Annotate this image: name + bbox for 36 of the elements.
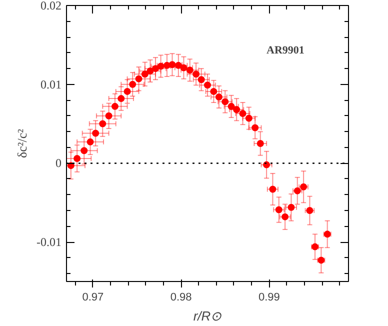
x-tick-label: 0.98	[170, 292, 192, 304]
point	[192, 70, 200, 78]
point	[118, 95, 125, 102]
point	[256, 140, 264, 147]
x-tick-label: 0.97	[82, 292, 104, 304]
point	[80, 147, 88, 154]
point	[135, 75, 142, 82]
point	[124, 88, 131, 95]
point	[204, 82, 211, 89]
point	[86, 138, 94, 146]
y-tick-label: 0.01	[40, 77, 62, 92]
point	[245, 114, 252, 122]
point	[252, 124, 259, 132]
point	[269, 186, 276, 193]
point	[222, 98, 229, 106]
point	[129, 80, 136, 88]
point	[111, 102, 118, 110]
point	[210, 88, 218, 95]
point	[146, 67, 154, 74]
point	[228, 102, 235, 110]
point	[92, 130, 100, 137]
point	[141, 70, 148, 78]
y-axis-title: δc²/c²	[14, 128, 30, 158]
point	[198, 76, 205, 84]
point	[105, 112, 112, 120]
point	[99, 120, 106, 128]
y-tick-label: 0	[56, 156, 62, 170]
x-tick-label: 0.99	[258, 292, 280, 304]
point	[239, 110, 246, 118]
x-axis-title: r/R⊙	[193, 308, 222, 324]
point	[215, 93, 222, 100]
y-tick-label: -0.01	[36, 235, 62, 250]
y-tick-label: 0.02	[40, 0, 62, 12]
point	[233, 106, 240, 114]
point	[74, 154, 81, 162]
annotation: AR9901	[266, 44, 304, 56]
